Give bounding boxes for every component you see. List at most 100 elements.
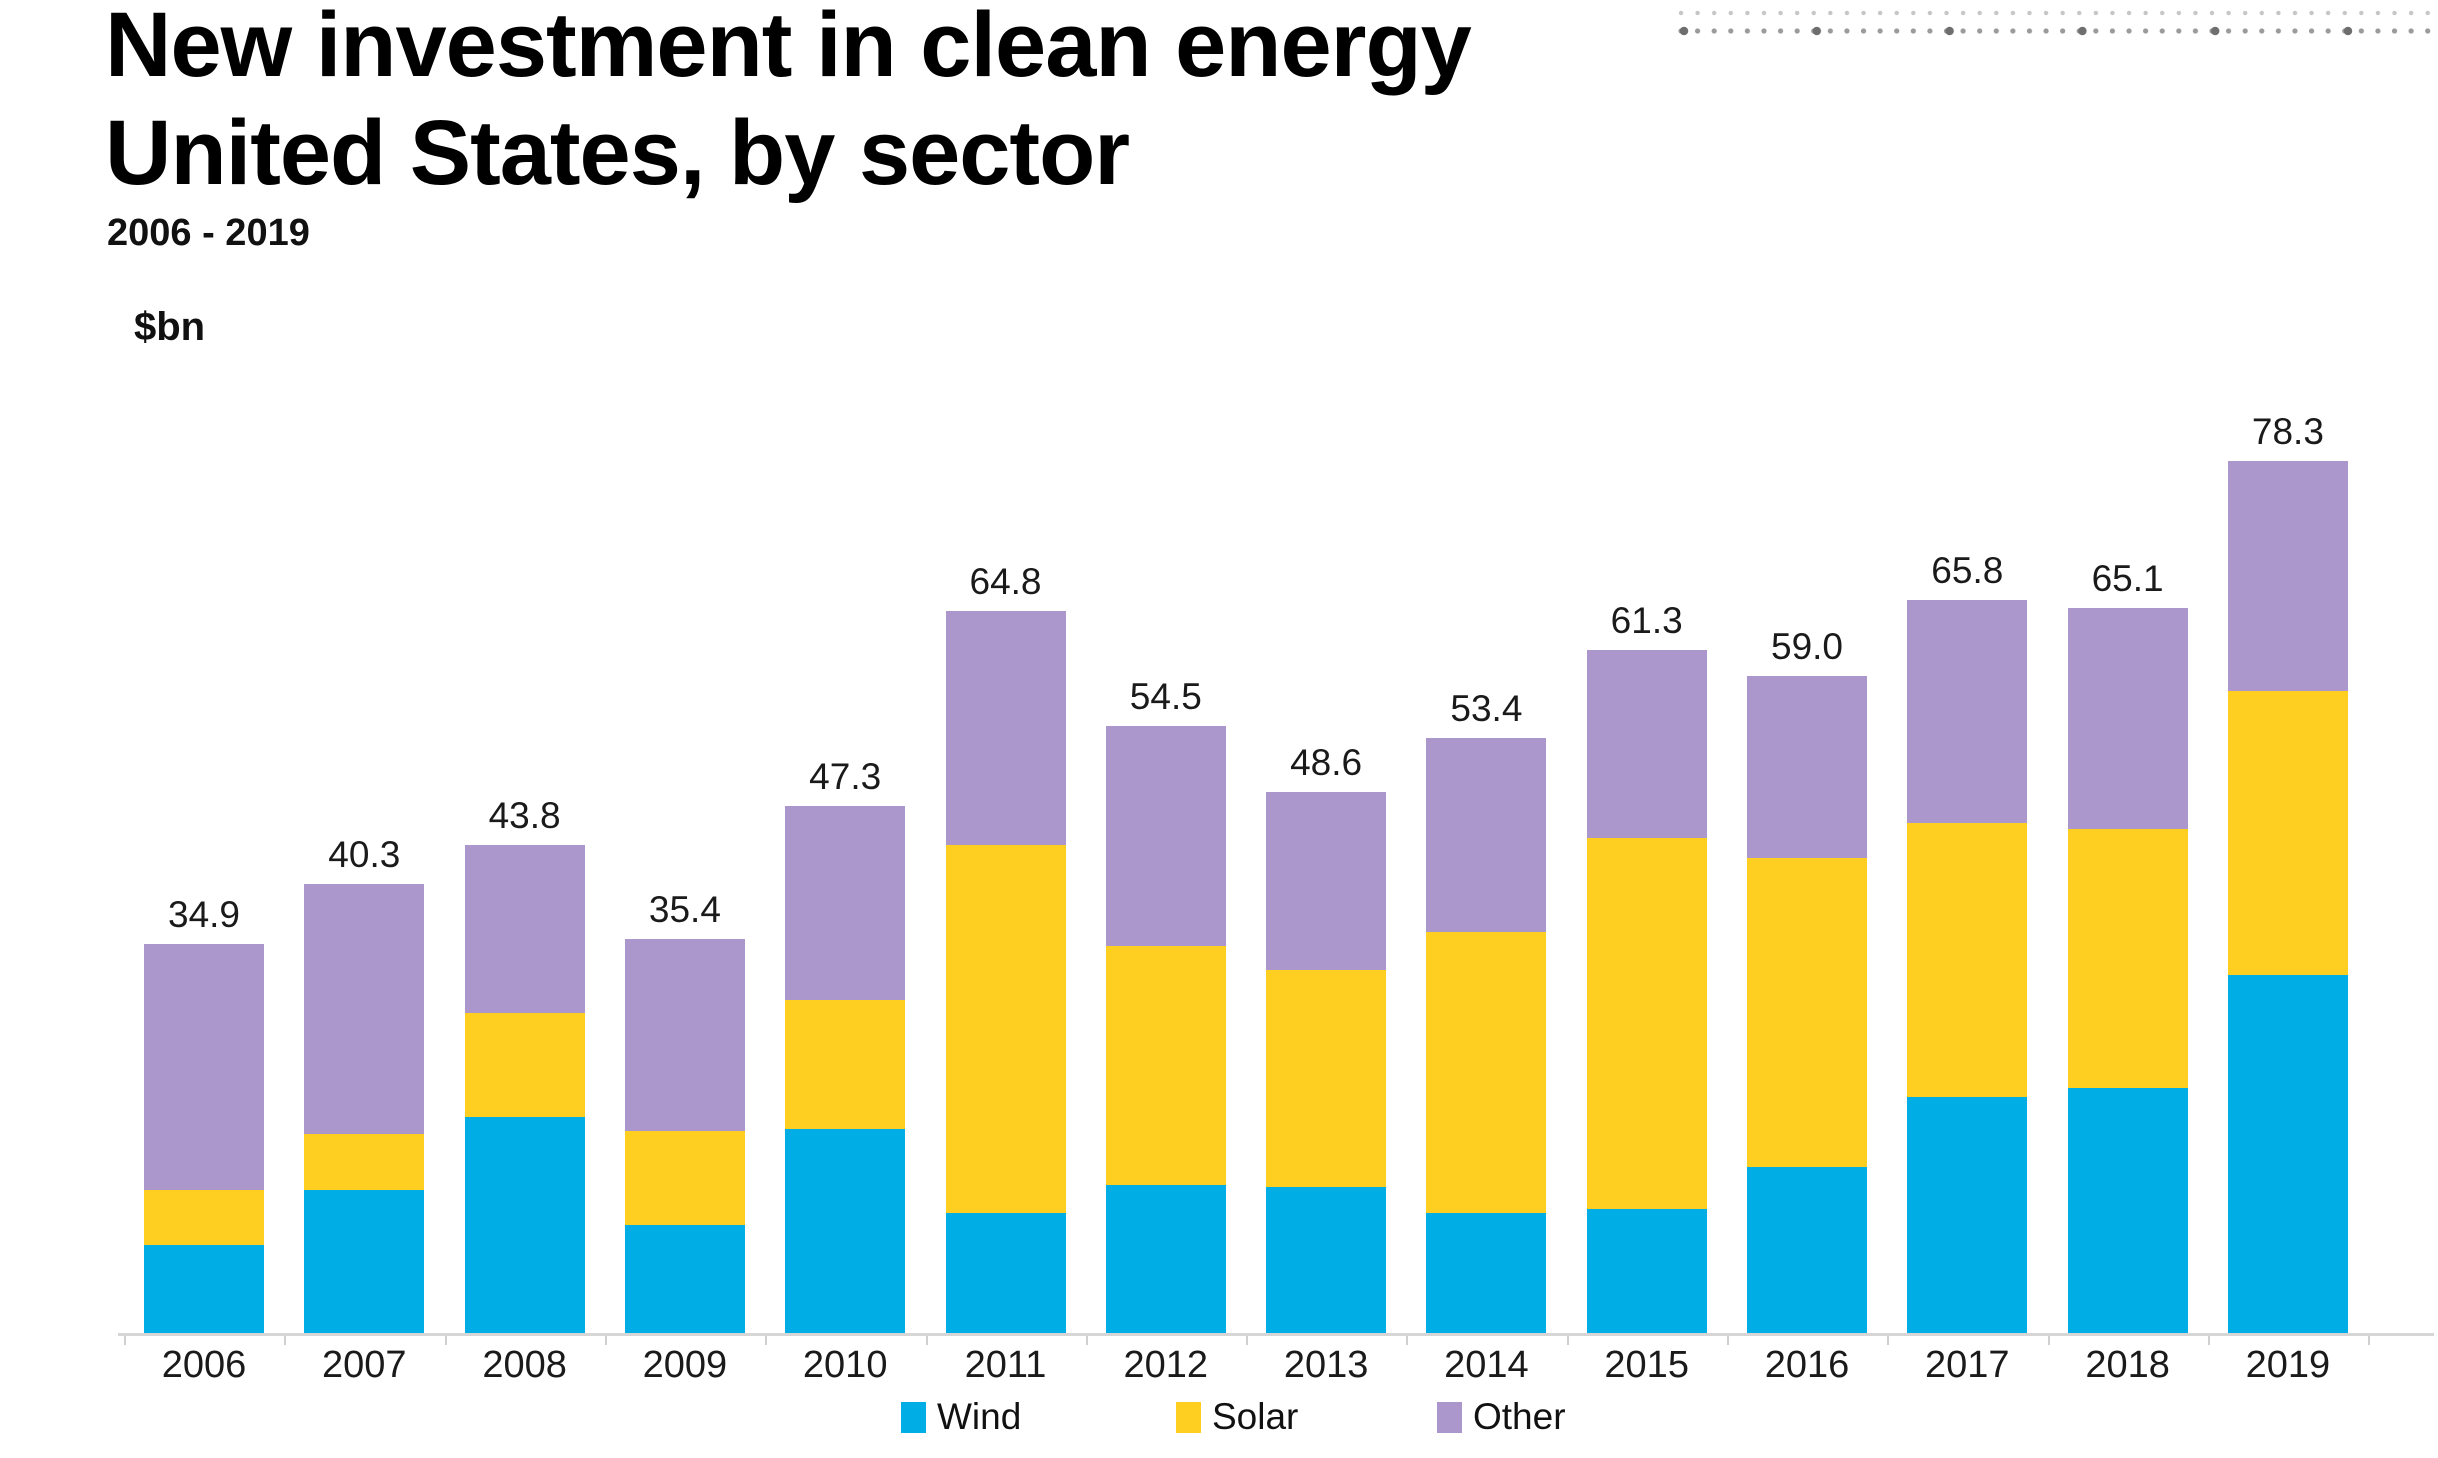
bar-value-label-2017: 65.8 [1931,549,2004,591]
x-axis-tick [2047,1336,2050,1345]
legend-swatch-wind-icon [901,1402,926,1433]
x-tick-label-2019: 2019 [2245,1344,2331,1386]
bar-segment-other-2015 [1586,650,1707,839]
bar-segment-solar-2008 [464,1013,585,1117]
bar-value-label-2015: 61.3 [1610,600,1683,642]
bar-segment-solar-2012 [1105,946,1226,1185]
bar-2014 [1426,738,1547,1333]
legend-swatch-other-icon [1437,1402,1462,1433]
legend-label-solar: Solar [1212,1396,1299,1437]
x-tick-label-2008: 2008 [482,1344,567,1386]
bar-2007 [304,884,425,1333]
x-axis-tick [1406,1336,1409,1345]
bar-segment-other-2009 [624,938,745,1132]
x-axis-tick [1727,1336,1729,1345]
bar-segment-other-2011 [945,611,1066,846]
x-axis-tick [1887,1336,1890,1345]
x-tick-label-2007: 2007 [322,1344,407,1386]
x-axis-tick [925,1336,928,1345]
dotted-pattern-decoration-row1 [1678,8,2436,18]
bar-2012 [1105,725,1226,1333]
bar-value-label-2014: 53.4 [1450,688,1523,730]
bar-segment-solar-2016 [1747,858,1867,1168]
x-tick-label-2012: 2012 [1123,1344,1209,1386]
bar-segment-wind-2007 [304,1190,425,1333]
bar-segment-solar-2013 [1266,969,1387,1188]
x-axis-tick [765,1336,768,1345]
bar-value-label-2007: 40.3 [328,834,401,876]
bar-segment-other-2018 [2067,607,2188,830]
bar-2018 [2067,607,2188,1333]
x-tick-label-2016: 2016 [1764,1344,1850,1386]
bar-segment-solar-2017 [1907,822,2028,1097]
bar-segment-other-2013 [1266,791,1387,970]
bar-segment-solar-2014 [1426,931,1547,1213]
bar-segment-other-2014 [1426,738,1547,932]
x-axis-tick [2368,1336,2371,1345]
bar-segment-wind-2016 [1747,1167,1867,1333]
bar-segment-other-2006 [144,944,264,1191]
bar-segment-wind-2014 [1426,1212,1547,1333]
bar-2017 [1907,600,2028,1333]
bar-segment-wind-2018 [2067,1087,2188,1333]
bar-segment-other-2017 [1907,600,2028,823]
bar-segment-other-2007 [304,884,425,1134]
bar-segment-solar-2006 [144,1190,264,1245]
bar-segment-other-2019 [2227,460,2348,692]
x-axis-tick [1566,1336,1569,1345]
legend-label-wind: Wind [937,1396,1022,1437]
legend-swatch-solar-icon [1176,1402,1201,1433]
bar-segment-wind-2017 [1907,1096,2028,1333]
legend-label-other: Other [1473,1396,1566,1437]
bar-2006 [144,944,264,1333]
x-tick-label-2013: 2013 [1283,1344,1369,1386]
bar-segment-solar-2007 [304,1133,425,1191]
bar-segment-other-2008 [464,845,585,1014]
bar-segment-wind-2019 [2227,975,2348,1333]
bar-segment-solar-2011 [945,845,1066,1213]
x-axis-tick [1246,1336,1249,1345]
bar-segment-other-2010 [785,806,906,1000]
bar-2016 [1747,675,1867,1333]
chart-subtitle: 2006 - 2019 [107,212,310,254]
bar-2019 [2227,460,2348,1333]
bar-2010 [785,806,906,1333]
dotted-pattern-decoration-row2 [1678,25,2436,37]
x-axis-tick [2207,1336,2210,1345]
bar-value-label-2013: 48.6 [1290,741,1363,783]
bar-2015 [1586,650,1707,1333]
x-axis-line [118,1333,2434,1336]
bar-value-label-2009: 35.4 [648,888,721,930]
bar-segment-solar-2018 [2067,829,2188,1088]
bar-2013 [1266,791,1387,1333]
bar-segment-wind-2006 [144,1245,264,1333]
bar-segment-wind-2008 [464,1116,585,1333]
x-tick-label-2009: 2009 [642,1344,728,1386]
x-axis-tick [604,1336,607,1345]
bar-segment-wind-2015 [1586,1209,1707,1333]
bar-value-label-2018: 65.1 [2091,557,2164,599]
bar-value-label-2016: 59.0 [1770,625,1844,667]
bar-segment-wind-2011 [945,1212,1066,1333]
bar-value-label-2019: 78.3 [2251,410,2324,452]
bar-segment-wind-2013 [1266,1187,1387,1333]
y-axis-unit-label: $bn [134,305,206,349]
x-tick-label-2014: 2014 [1444,1344,1529,1386]
x-axis-tick [124,1336,126,1345]
x-tick-label-2015: 2015 [1604,1344,1689,1386]
bar-segment-solar-2010 [785,999,906,1130]
bar-segment-wind-2010 [785,1129,906,1333]
bar-value-label-2006: 34.9 [167,894,241,936]
bar-2009 [624,938,745,1333]
bar-value-label-2011: 64.8 [969,561,1042,603]
x-tick-label-2010: 2010 [802,1344,888,1386]
bar-segment-solar-2019 [2227,691,2348,976]
bar-2011 [945,611,1066,1333]
bar-segment-wind-2012 [1105,1184,1226,1333]
bar-segment-other-2016 [1747,675,1867,859]
x-tick-label-2018: 2018 [2085,1344,2170,1386]
bar-segment-wind-2009 [624,1224,745,1333]
bar-segment-other-2012 [1105,725,1226,947]
